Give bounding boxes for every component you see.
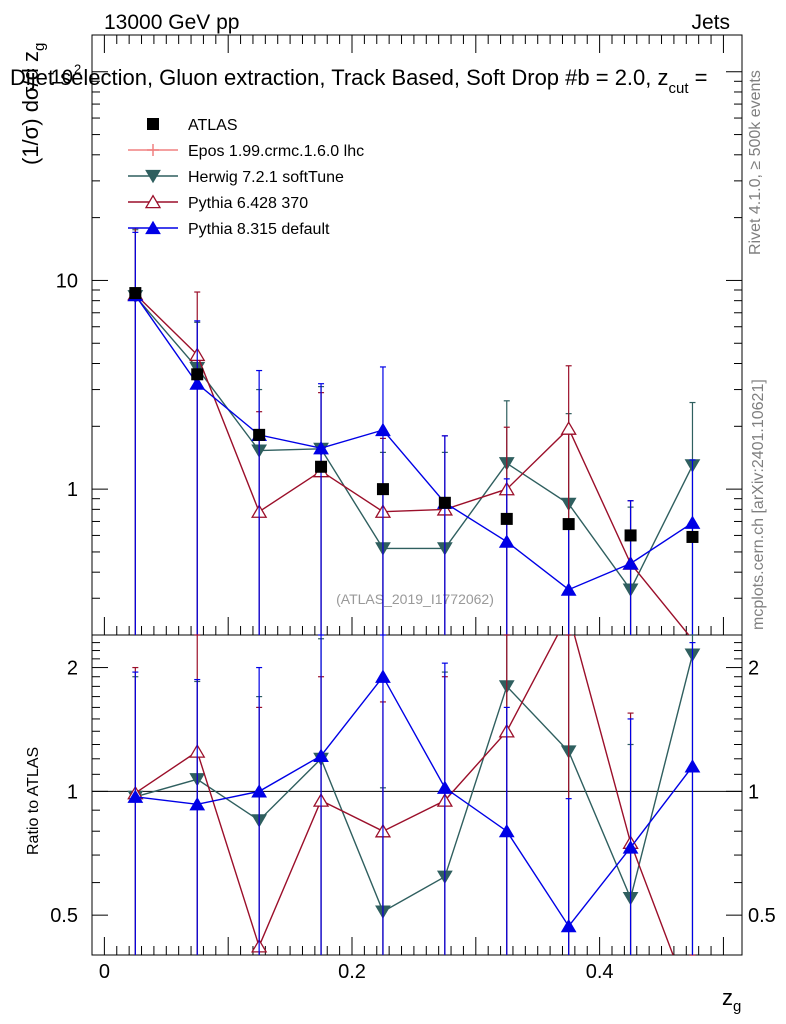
atlas-point (191, 368, 204, 381)
main-line-3 (134, 294, 693, 591)
main-point (560, 421, 577, 435)
ratio-series-group (127, 634, 701, 956)
main-line-2 (134, 293, 690, 635)
xlabel-text: z (722, 985, 733, 1010)
xtick-labels: 0 0.2 0.4 (99, 961, 614, 983)
main-ylabel-sub: g (31, 43, 48, 51)
xtick-label: 0.2 (338, 961, 366, 983)
main-ytick-label: 1 (67, 479, 78, 501)
ratio-ytick-label-right: 1 (748, 781, 759, 803)
legend: ATLAS Epos 1.99.crmc.1.6.0 lhc Herwig 7.2.… (128, 117, 364, 238)
atlas-point (129, 287, 142, 300)
legend-marker (145, 169, 161, 184)
main-ytick-label-exp: 2 (74, 62, 81, 77)
ratio-point (127, 789, 144, 803)
ratio-ytick-labels: 2 2 1 1 0.5 0.5 (50, 658, 776, 928)
analysis-watermark: (ATLAS_2019_I1772062) (336, 591, 494, 607)
ratio-ytick-label-left: 0.5 (50, 905, 78, 927)
xlabel: zg (722, 985, 741, 1015)
main-series-group (127, 227, 701, 636)
plot-title: Dijet selection, Gluon extraction, Track… (10, 65, 707, 97)
main-point (684, 515, 701, 529)
x-axis-ticks (103, 35, 724, 955)
atlas-point (500, 512, 513, 525)
legend-label: Herwig 7.2.1 softTune (188, 169, 344, 186)
ratio-ytick-label-left: 1 (67, 781, 78, 803)
plot-title-sub: cut (669, 80, 690, 97)
plot-title-tail: = (689, 65, 708, 90)
main-ylabel: (1/σ) dσ/d zg (18, 43, 48, 165)
main-point (498, 534, 515, 548)
main-point (375, 422, 391, 437)
main-ytick-label: 10 (51, 67, 73, 89)
ratio-axis-ticks (92, 634, 742, 956)
xlabel-sub: g (733, 998, 741, 1015)
header-right: Jets (691, 11, 730, 34)
ratio-point (189, 797, 206, 811)
xtick-label: 0 (99, 961, 110, 983)
legend-marker (144, 194, 162, 209)
ratio-point (436, 780, 453, 794)
atlas-point (376, 483, 389, 496)
legend-marker (145, 220, 161, 235)
main-point (560, 582, 577, 596)
atlas-point (562, 518, 575, 531)
main-axis-ticks (92, 71, 742, 636)
atlas-point (438, 496, 451, 509)
ratio-line-1 (135, 654, 694, 913)
ratio-line-3 (135, 675, 694, 928)
main-ytick-label: 10 (56, 270, 78, 292)
atlas-point (624, 529, 637, 542)
main-point (313, 440, 329, 455)
atlas-point (686, 530, 699, 543)
ratio-point (375, 669, 391, 683)
main-point (622, 556, 639, 570)
main-point (189, 376, 206, 390)
atlas-point (315, 460, 328, 473)
data-points-group (129, 287, 699, 543)
ratio-point (498, 823, 515, 838)
ratio-point (313, 748, 329, 762)
plot-title-main: Dijet selection, Gluon extraction, Track… (10, 65, 669, 90)
legend-label: Pythia 8.315 default (188, 221, 330, 238)
ratio-ytick-label-left: 2 (67, 658, 78, 680)
legend-label: ATLAS (188, 117, 238, 134)
atlas-point (253, 428, 266, 441)
header-left: 13000 GeV pp (104, 11, 239, 34)
rivet-label: Rivet 4.1.0, ≥ 500k events (747, 70, 764, 255)
main-line-1 (134, 295, 694, 591)
ratio-ylabel: Ratio to ATLAS (25, 747, 42, 855)
ratio-ytick-label-right: 2 (748, 658, 759, 680)
legend-marker (147, 144, 159, 156)
ratio-point (684, 759, 701, 773)
ratio-line-2 (134, 635, 674, 955)
ratio-point (560, 918, 577, 933)
legend-label: Pythia 6.428 370 (188, 195, 308, 212)
ratio-ytick-label-right: 0.5 (748, 905, 776, 927)
xtick-label: 0.4 (586, 961, 614, 983)
main-ylabel-text: (1/σ) dσ/d z (18, 51, 43, 165)
ratio-point (251, 784, 268, 798)
ratio-point (622, 840, 639, 854)
legend-marker (147, 118, 159, 130)
ytick-label-base: 10 (51, 67, 73, 89)
legend-label: Epos 1.99.crmc.1.6.0 lhc (188, 143, 364, 160)
mcplots-label: mcplots.cern.ch [arXiv:2401.10621] (750, 379, 767, 630)
ratio-panel-frame (91, 634, 743, 956)
